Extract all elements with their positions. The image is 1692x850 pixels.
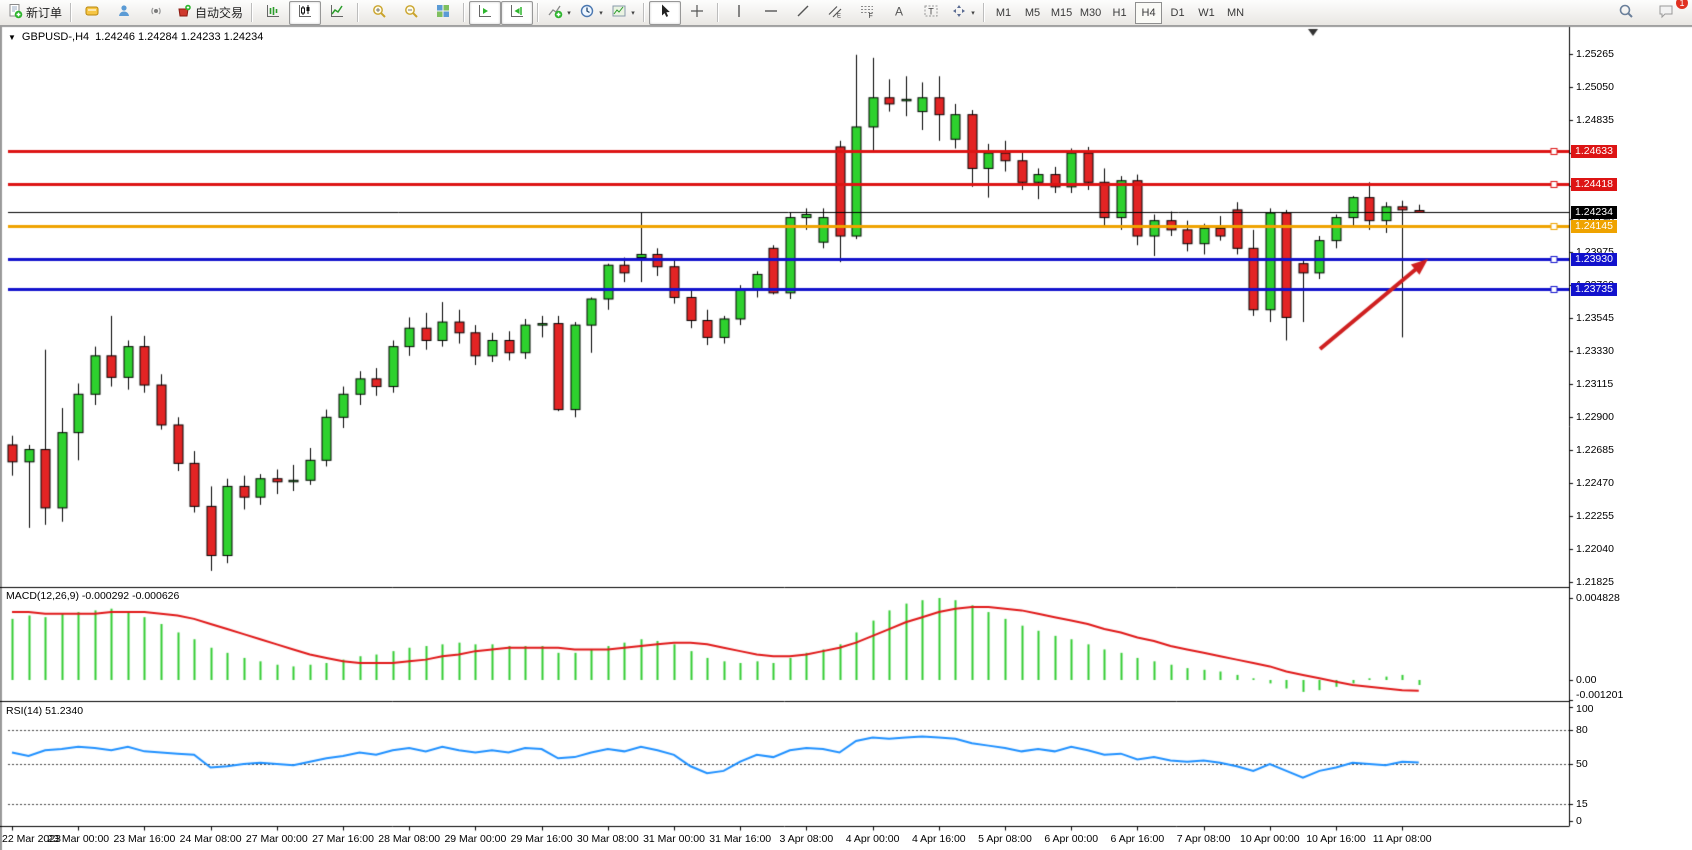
notifications-button[interactable]: 1 [1650, 0, 1688, 25]
autotrading-button[interactable]: 自动交易 [172, 1, 247, 25]
period-selector-button[interactable]: ▾ [575, 1, 607, 25]
svg-text:A: A [895, 5, 903, 19]
text-button[interactable]: A [883, 1, 915, 25]
timeframe-h4-button[interactable]: H4 [1135, 1, 1163, 24]
text-icon: A [891, 3, 907, 22]
svg-text:F: F [869, 13, 873, 19]
history-center-button[interactable] [76, 1, 108, 25]
price-chart-canvas[interactable] [0, 26, 1692, 850]
svg-text:T: T [928, 7, 934, 17]
new-order-button[interactable]: 新订单 [3, 1, 66, 25]
cursor-icon [657, 3, 673, 22]
timeframe-h1-button[interactable]: H1 [1112, 6, 1127, 19]
candlestick-chart-button[interactable] [289, 0, 322, 25]
chevron-down-icon: ▾ [599, 9, 603, 17]
search-button[interactable] [1610, 1, 1642, 25]
new-order-icon [7, 3, 23, 22]
zoomout-icon [403, 3, 419, 22]
add-indicator-button[interactable]: ▾ [543, 1, 575, 25]
chart-window: ▼ GBPUSD-,H4 1.24246 1.24284 1.24233 1.2… [0, 26, 1692, 850]
channel-icon: E [827, 3, 843, 22]
svg-text:E: E [837, 14, 841, 20]
vertical-line-button[interactable] [723, 1, 755, 25]
tile-windows-button[interactable] [427, 1, 459, 25]
publish-icon [116, 3, 132, 22]
bars-icon [265, 3, 281, 22]
toolbar-separator [643, 3, 646, 22]
fibonacci-button[interactable]: F [851, 1, 883, 25]
timeframe-m1-button[interactable]: M1 [995, 6, 1012, 19]
autotrade-icon [176, 3, 192, 22]
toolbar-separator [537, 3, 540, 22]
zoomin-icon [371, 3, 387, 22]
cursor-button[interactable] [649, 0, 682, 25]
toolbar-separator [251, 3, 254, 22]
auto-scroll-button[interactable] [469, 0, 502, 25]
toolbar-separator [983, 3, 986, 22]
signals-button[interactable] [140, 1, 172, 25]
crosshair-icon [689, 3, 705, 22]
chevron-down-icon: ▾ [631, 9, 635, 17]
trendline-icon [795, 3, 811, 22]
toolbar-separator [463, 3, 466, 22]
autotrading-button-label: 自动交易 [195, 6, 244, 20]
new-order-button-label: 新订单 [26, 6, 63, 20]
arrows-button[interactable]: ▾ [947, 1, 979, 25]
timeframe-d1-button[interactable]: D1 [1170, 6, 1185, 19]
trendline-button[interactable] [787, 1, 819, 25]
indicator-icon [547, 3, 563, 22]
shapes-icon [951, 3, 967, 22]
toolbar-separator [357, 3, 360, 22]
chevron-down-icon: ▾ [567, 9, 571, 17]
equidistant-channel-button[interactable]: E [819, 1, 851, 25]
linechart-icon [329, 3, 345, 22]
timeframe-m5-button[interactable]: M5 [1024, 6, 1041, 19]
shift-icon [509, 3, 525, 22]
fibo-icon: F [859, 3, 875, 22]
timeframe-w1-button[interactable]: W1 [1198, 6, 1215, 19]
template-icon [611, 3, 627, 22]
toolbar-separator [70, 3, 73, 22]
chat-icon [1658, 3, 1674, 22]
history-icon [84, 3, 100, 22]
period-icon [579, 3, 595, 22]
hline-icon [763, 3, 779, 22]
timeframe-mn-button[interactable]: MN [1226, 6, 1245, 19]
publish-button[interactable] [108, 1, 140, 25]
candles-icon [297, 3, 313, 22]
line-chart-button[interactable] [321, 1, 353, 25]
signal-icon [148, 3, 164, 22]
bar-chart-button[interactable] [257, 1, 289, 25]
zoom-in-button[interactable] [363, 1, 395, 25]
tile-icon [435, 3, 451, 22]
chart-shift-button[interactable] [501, 0, 534, 25]
horizontal-line-button[interactable] [755, 1, 787, 25]
toolbar: 新订单 自动交易 ▾ ▾ ▾ E F A T ▾ M1 M5 M15 M30 H1 H4 D1 W1 MN 1 [0, 0, 1692, 26]
text-label-button[interactable]: T [915, 1, 947, 25]
chevron-down-icon: ▾ [971, 9, 975, 17]
zoom-out-button[interactable] [395, 1, 427, 25]
search-icon [1618, 3, 1634, 22]
timeframe-m30-button[interactable]: M30 [1079, 6, 1102, 19]
timeframe-m15-button[interactable]: M15 [1050, 6, 1073, 19]
vline-icon [731, 3, 747, 22]
toolbar-separator [717, 3, 720, 22]
notification-badge: 1 [1676, 0, 1688, 9]
crosshair-button[interactable] [681, 1, 713, 25]
autoscroll-icon [477, 3, 493, 22]
template-button[interactable]: ▾ [607, 1, 639, 25]
label-icon: T [923, 3, 939, 22]
